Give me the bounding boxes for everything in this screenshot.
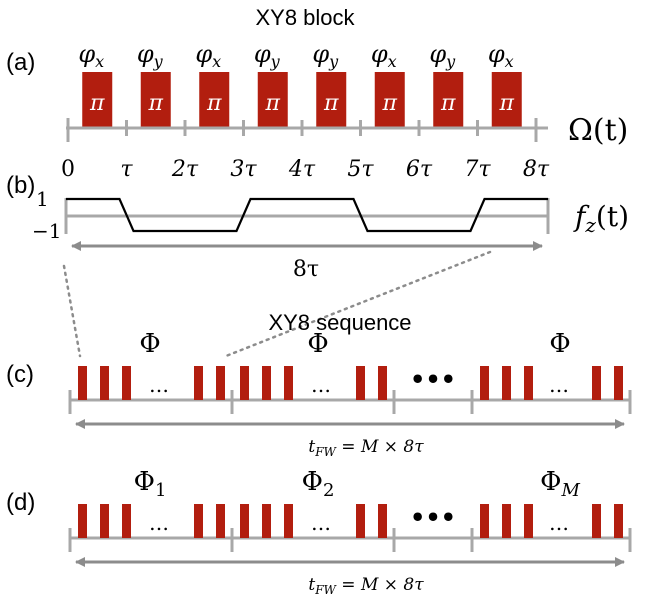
pi-label: π (440, 91, 456, 116)
tick-label: τ (120, 157, 133, 182)
fz-label: fz(t) (573, 200, 629, 237)
pulse-bar (122, 504, 131, 538)
pulse-bar (262, 504, 271, 538)
phase-label: φx (371, 40, 397, 71)
pulse-bar (262, 366, 271, 400)
pulse-bar (284, 504, 293, 538)
omega-label: Ω(t) (568, 113, 628, 148)
zoom-line-left (62, 264, 82, 358)
pulse-bar (502, 504, 511, 538)
pi-label: π (499, 91, 515, 116)
phase-label: φy (254, 40, 281, 71)
pi-label: π (382, 91, 398, 116)
ellipsis: … (311, 373, 331, 397)
figure-title: XY8 block (255, 5, 355, 30)
phase-label: φy (312, 40, 339, 71)
pulse-bar (216, 366, 225, 400)
pi-pulse (433, 72, 464, 128)
pulse-bar (480, 366, 489, 400)
pi-pulse (140, 72, 171, 128)
pulse-bar (614, 366, 623, 400)
pi-pulse (374, 72, 405, 128)
tick-label: 6τ (406, 157, 433, 182)
ellipsis: … (311, 511, 331, 535)
ellipsis: … (149, 373, 169, 397)
pulse-bar (100, 504, 109, 538)
panel-label-a: (a) (6, 49, 35, 76)
ellipsis: … (549, 373, 569, 397)
pulse-bar (194, 504, 203, 538)
sequence-d: … Φ1 … Φ2 … ΦM ••• tFW = M × 8τ (68, 467, 632, 597)
fz-signal (66, 197, 548, 233)
pulse-bar (356, 504, 365, 538)
pulse-bar (378, 366, 387, 400)
big-ellipsis: ••• (410, 503, 456, 532)
phase-label: φx (195, 40, 221, 71)
pulse-bar (592, 366, 601, 400)
block-label: Φ (549, 329, 570, 359)
tick-label: 8τ (523, 157, 550, 182)
pi-label: π (206, 91, 222, 116)
pi-pulse (316, 72, 347, 128)
pi-pulse (491, 72, 522, 128)
block-label: Φ (307, 329, 328, 359)
sequence-title: XY8 sequence (268, 310, 411, 335)
pulse-bar (100, 366, 109, 400)
block-label: Φ1 (134, 467, 167, 501)
pi-label: π (148, 91, 164, 116)
pulse-bar (78, 504, 87, 538)
pulse-train: π φx π φy π φx π φy π φy π φx π φy π φx (78, 40, 522, 128)
panel-label-d: (d) (6, 489, 35, 516)
pi-pulse (257, 72, 288, 128)
pulse-bar (240, 504, 249, 538)
pulse-bar (614, 504, 623, 538)
pulse-bar (78, 366, 87, 400)
pi-pulse (82, 72, 113, 128)
pi-label: π (265, 91, 281, 116)
phase-label: φx (488, 40, 514, 71)
panel-label-c: (c) (6, 361, 34, 388)
phase-label: φy (429, 40, 456, 71)
tick-label: 5τ (347, 157, 374, 182)
pi-pulse (199, 72, 230, 128)
block-label: Φ2 (302, 467, 335, 501)
pi-label: π (89, 91, 105, 116)
pulse-bar (284, 366, 293, 400)
block-label: ΦM (540, 467, 580, 501)
block-label: Φ (139, 329, 160, 359)
total-length-label: tFW = M × 8τ (308, 437, 424, 459)
pulse-bar (524, 366, 533, 400)
level-minus-one: −1 (32, 219, 61, 243)
pulse-bar (216, 504, 225, 538)
sequence-c: … Φ … Φ … Φ ••• tFW = M × 8τ (68, 329, 632, 459)
pulse-bar (502, 366, 511, 400)
panel-label-b: (b) (6, 172, 35, 199)
big-ellipsis: ••• (410, 365, 456, 394)
pulse-bar (378, 504, 387, 538)
pulse-bar (592, 504, 601, 538)
tick-label: 7τ (464, 157, 491, 182)
tick-label: 2τ (171, 157, 199, 182)
pulse-bar (480, 504, 489, 538)
pi-label: π (323, 91, 339, 116)
ellipsis: … (149, 511, 169, 535)
pulse-bar (240, 366, 249, 400)
tick-label: 4τ (288, 157, 316, 182)
tick-label: 0 (61, 157, 75, 182)
pulse-bar (122, 366, 131, 400)
level-plus-one: 1 (36, 187, 49, 211)
time-ticks: 0 τ 2τ 3τ 4τ 5τ 6τ 7τ 8τ (61, 118, 550, 182)
phase-label: φy (137, 40, 164, 71)
tick-label: 3τ (230, 157, 257, 182)
total-length-label: tFW = M × 8τ (308, 575, 424, 597)
span-label-b: 8τ (293, 257, 319, 282)
phase-label: φx (78, 40, 104, 71)
pulse-bar (356, 366, 365, 400)
pulse-bar (524, 504, 533, 538)
pulse-bar (194, 366, 203, 400)
zoom-line-right (224, 250, 492, 358)
ellipsis: … (549, 511, 569, 535)
